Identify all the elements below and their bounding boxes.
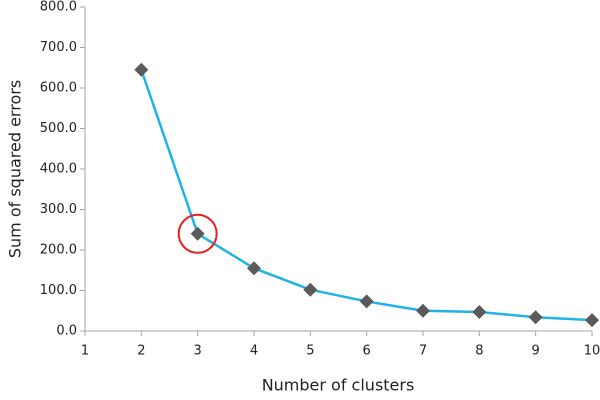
x-tick-label: 3 — [194, 344, 202, 359]
y-tick-label: 100.0 — [40, 283, 77, 298]
y-axis-title: Sum of squared errors — [6, 80, 25, 258]
x-tick-label: 7 — [419, 344, 427, 359]
point-marker — [585, 313, 599, 328]
x-tick-label: 6 — [363, 344, 371, 359]
y-tick-label: 200.0 — [40, 243, 77, 258]
x-tick-label: 10 — [584, 344, 600, 359]
point-marker — [134, 62, 149, 77]
y-tick-label: 700.0 — [40, 40, 77, 55]
point-marker — [303, 282, 318, 297]
x-tick-label: 9 — [532, 344, 540, 359]
y-tick-label: 300.0 — [40, 202, 77, 217]
x-tick-label: 2 — [137, 344, 145, 359]
point-marker — [416, 303, 430, 318]
x-tick-label: 5 — [306, 344, 314, 359]
point-marker — [247, 261, 261, 276]
x-tick-label: 4 — [250, 344, 258, 359]
y-tick-label: 400.0 — [40, 162, 77, 177]
series-line — [140, 69, 593, 322]
y-tick-label: 600.0 — [40, 81, 77, 96]
point-marker — [528, 310, 543, 325]
highlight-circle — [177, 213, 218, 254]
x-tick-label: 1 — [81, 344, 89, 359]
y-tick-label: 500.0 — [40, 121, 77, 136]
x-axis-title: Number of clusters — [262, 376, 415, 395]
y-tick-label: 800.0 — [40, 0, 77, 15]
point-marker — [472, 304, 487, 319]
point-marker — [359, 294, 374, 309]
point-marker — [190, 226, 205, 241]
x-tick-label: 8 — [475, 344, 483, 359]
y-tick-label: 0.0 — [56, 324, 77, 339]
